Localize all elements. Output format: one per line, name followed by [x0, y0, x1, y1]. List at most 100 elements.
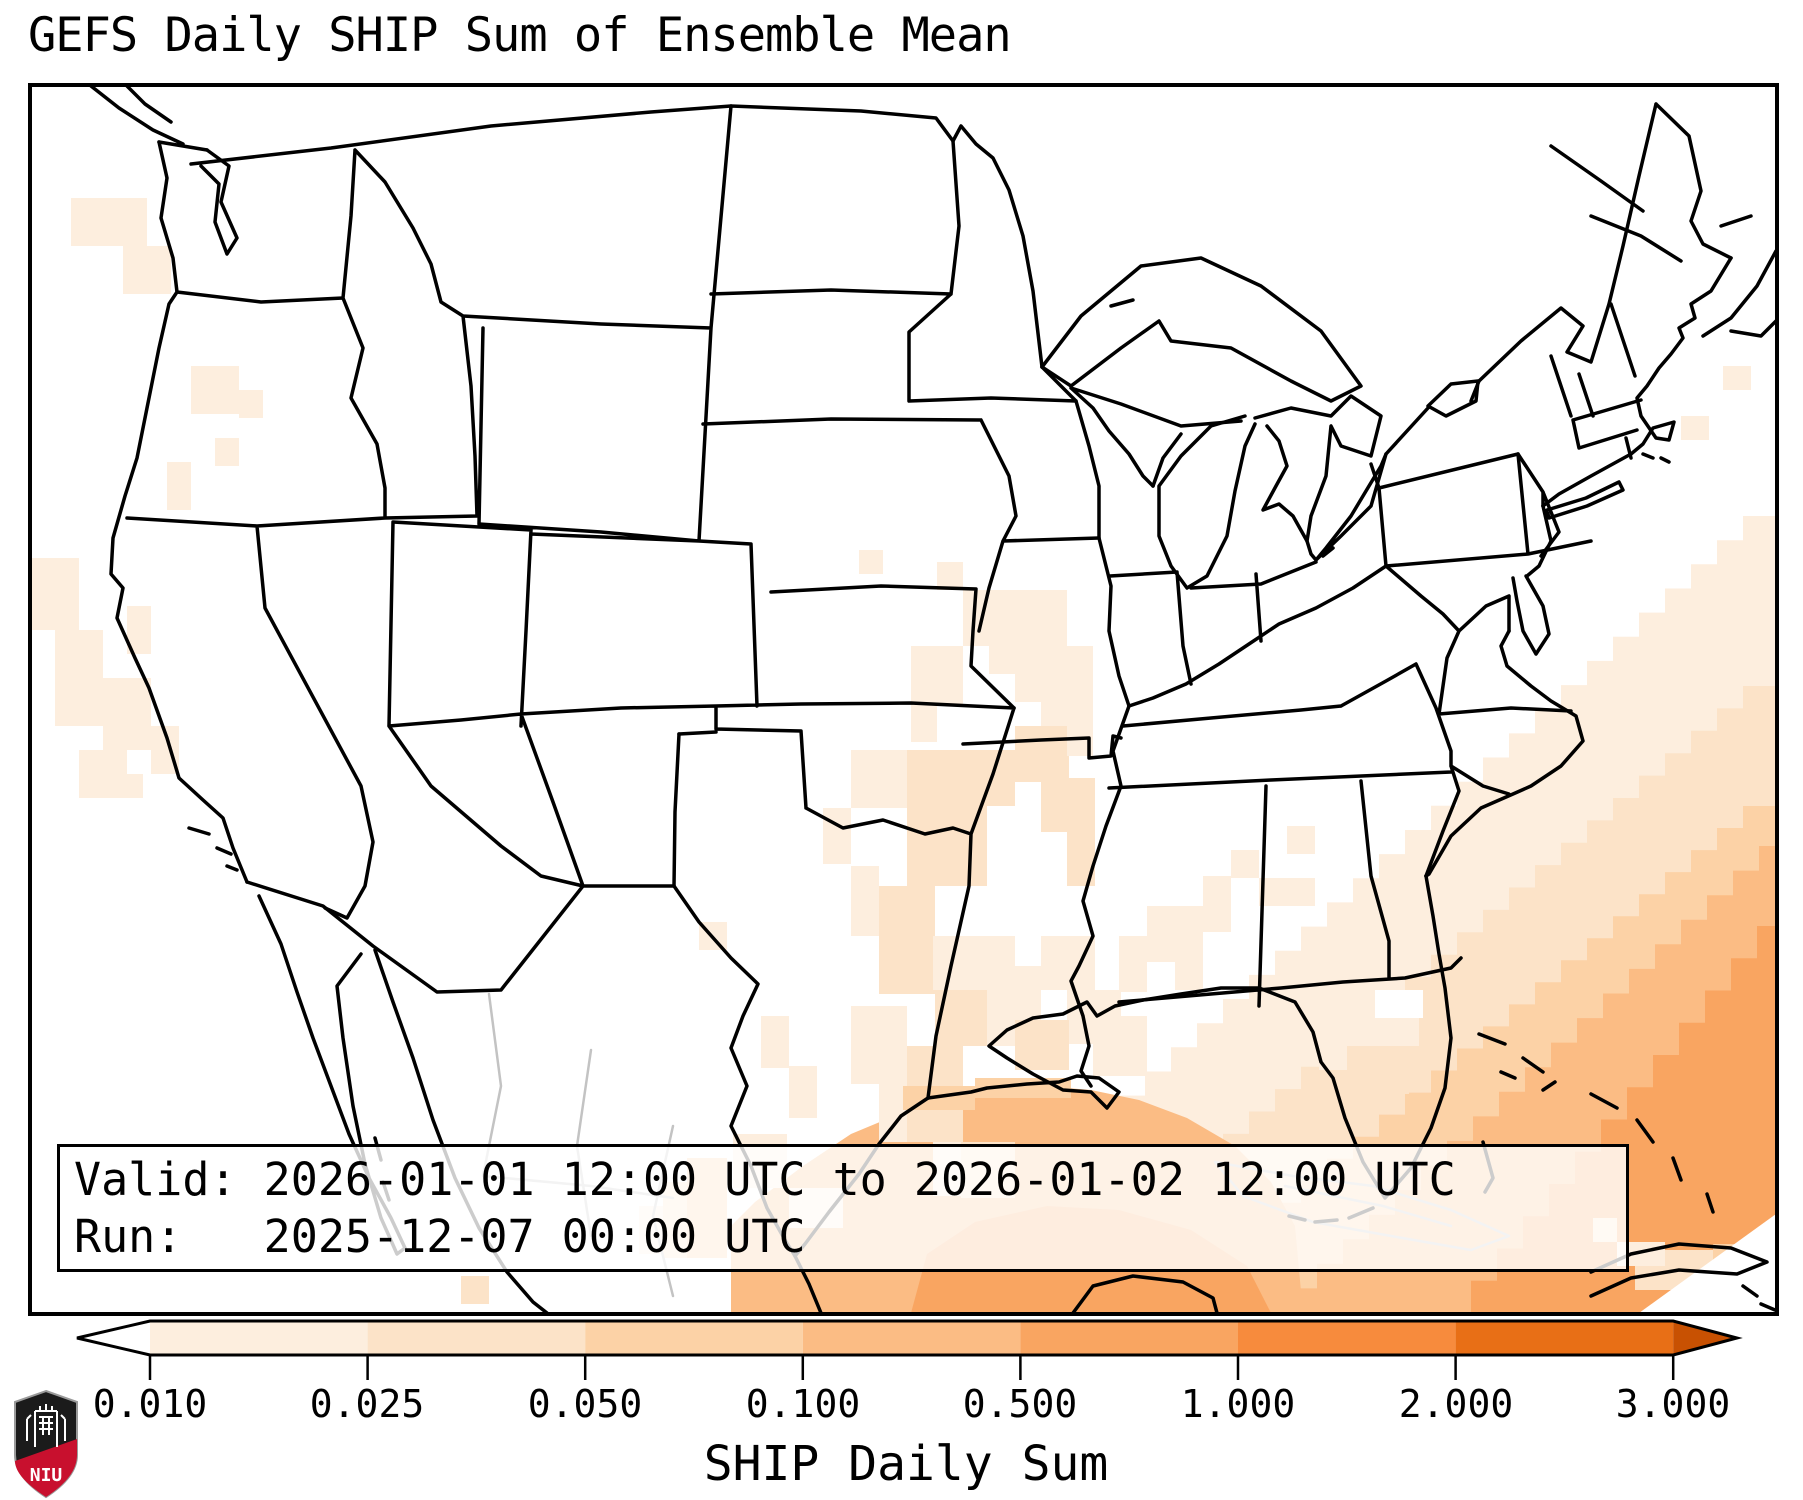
- long-island: [1545, 452, 1671, 520]
- run-line: Run: 2025-12-07 00:00 UTC: [74, 1210, 806, 1263]
- field-cell: [103, 678, 151, 750]
- valid-line: Valid: 2026-01-01 12:00 UTC to 2026-01-0…: [74, 1153, 1456, 1206]
- niu-castle-icon: [26, 1404, 66, 1447]
- state-borders-plains: [701, 139, 1123, 760]
- colorbar-label: SHIP Daily Sum: [703, 1436, 1109, 1492]
- colorbar-tick-label: 2.000: [1398, 1382, 1514, 1426]
- field-cell: [1175, 962, 1203, 990]
- colorbar-tick-label: 0.500: [962, 1382, 1078, 1426]
- st-lawrence-border: [1477, 102, 1733, 383]
- channel-islands: [187, 826, 239, 872]
- field-cell: [55, 630, 103, 726]
- colorbar-tick-label: 0.025: [309, 1382, 425, 1426]
- field-cell: [1119, 936, 1147, 992]
- field-cell: [823, 808, 851, 864]
- field-cell: [123, 246, 171, 294]
- colorbar-tick-label: 1.000: [1180, 1382, 1296, 1426]
- colorbar-tick-label: 0.100: [745, 1382, 861, 1426]
- field-cell: [851, 1006, 907, 1084]
- niagara-river: [1384, 406, 1430, 456]
- valid-run-box: Valid: 2026-01-01 12:00 UTC to 2026-01-0…: [57, 1144, 1629, 1272]
- field-cell: [937, 562, 963, 590]
- state-borders-west: [125, 104, 1016, 1100]
- colorbar-seg-2: [367, 1321, 586, 1355]
- field-cell: [879, 886, 935, 994]
- pacific-coast: [109, 140, 249, 884]
- field-cell: [239, 390, 263, 418]
- field-cell: [1681, 416, 1709, 440]
- map-svg: [31, 86, 1776, 1313]
- field-cell: [461, 1276, 489, 1304]
- colorbar-seg-7: [1455, 1321, 1674, 1355]
- puget-sound: [199, 148, 239, 256]
- field-cell: [215, 438, 239, 466]
- state-borders-northeast: [1469, 302, 1643, 558]
- field-cell: [191, 366, 239, 414]
- field-cell: [859, 550, 883, 574]
- field-cell: [119, 774, 143, 798]
- lake-ontario: [1426, 379, 1480, 418]
- lake-erie: [1314, 452, 1388, 562]
- field-cell: [31, 558, 79, 630]
- colorbar-under-arrow: [77, 1321, 150, 1355]
- map-axes: Valid: 2026-01-01 12:00 UTC to 2026-01-0…: [28, 83, 1779, 1316]
- field-band: [1471, 926, 1776, 1313]
- field-cell: [761, 1016, 789, 1068]
- field-cell: [851, 750, 907, 808]
- field-cell: [167, 462, 191, 510]
- colorbar-seg-5: [1020, 1321, 1238, 1355]
- field-cell: [789, 1066, 817, 1118]
- field-cell: [989, 618, 1015, 674]
- colorbar-tick-label: 3.000: [1615, 1382, 1731, 1426]
- lake-superior: [1040, 256, 1363, 403]
- field-cell: [1093, 1016, 1147, 1076]
- figure-title: GEFS Daily SHIP Sum of Ensemble Mean: [28, 8, 1012, 63]
- detroit-river: [1305, 539, 1318, 562]
- maritime-canada-coast: [1549, 144, 1776, 338]
- colorbar-tick-label: 0.050: [527, 1382, 643, 1426]
- field-cell: [1375, 990, 1423, 1018]
- cuba-east-coast: [1589, 1242, 1776, 1312]
- field-cell: [907, 806, 987, 886]
- colorbar-seg-3: [585, 1321, 803, 1355]
- field-cell: [71, 198, 147, 246]
- colorbar-seg-1: [150, 1321, 368, 1355]
- canada-coast: [89, 86, 209, 152]
- lake-huron: [1253, 394, 1383, 543]
- field-cell: [1259, 878, 1315, 906]
- niu-logo: NIU: [14, 1389, 78, 1499]
- mexico-border: [245, 880, 676, 994]
- field-cell: [1203, 876, 1231, 932]
- field-cell: [1041, 778, 1095, 832]
- field-cell: [1015, 646, 1041, 702]
- niu-logo-text: NIU: [30, 1465, 63, 1486]
- colorbar-seg-4: [802, 1321, 1021, 1355]
- mid-atlantic-coast: [1424, 504, 1585, 878]
- niu-red-band: [15, 1439, 77, 1497]
- projection-corner-mask: [1639, 1214, 1776, 1313]
- state-borders-midwest: [1108, 452, 1593, 708]
- mississippi-river-borders: [1040, 365, 1131, 1088]
- field-cell: [851, 866, 879, 936]
- colorbar-segments: [77, 1321, 1737, 1355]
- state-border-nm-tx: [672, 732, 681, 888]
- field-cell: [1319, 1022, 1347, 1070]
- field-cell: [1231, 850, 1259, 878]
- colorbar-seg-6: [1238, 1321, 1456, 1355]
- colorbar-ticks: [148, 1355, 1675, 1380]
- state-borders-south: [1107, 564, 1573, 1008]
- field-cell: [1015, 590, 1067, 646]
- northeast-coast: [1541, 256, 1733, 508]
- field-cell: [1147, 906, 1203, 962]
- colorbar-tick-label: 0.010: [92, 1382, 208, 1426]
- field-cell: [911, 706, 937, 742]
- field-cell: [1723, 366, 1751, 390]
- field-cell: [911, 646, 963, 706]
- yucatan-coast: [1071, 1274, 1219, 1313]
- field-cell: [1015, 726, 1069, 782]
- colorbar: [76, 1319, 1743, 1380]
- field-cell: [1287, 826, 1315, 854]
- colorbar-over-arrow: [1673, 1321, 1737, 1355]
- field-cell: [1015, 1020, 1069, 1070]
